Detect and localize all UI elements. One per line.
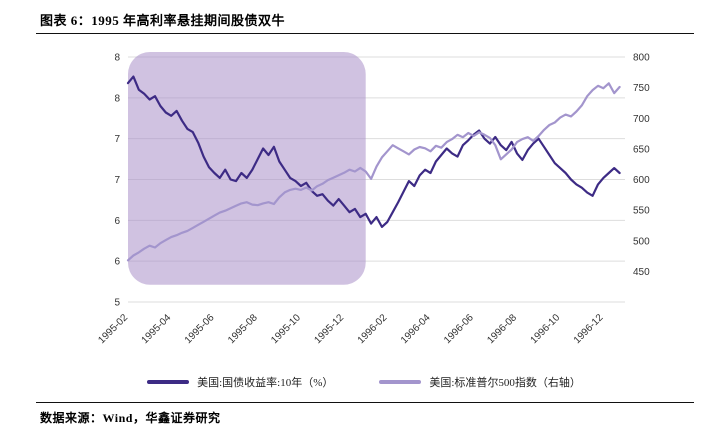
svg-text:750: 750 [633, 83, 650, 94]
svg-text:8: 8 [114, 53, 120, 64]
svg-text:7: 7 [114, 134, 120, 145]
svg-text:500: 500 [633, 236, 650, 247]
legend-label-treasury-yield: 美国:国债收益率:10年（%） [197, 377, 334, 389]
svg-text:7: 7 [114, 175, 120, 186]
svg-text:1996-02: 1996-02 [356, 312, 390, 346]
figure-title: 图表 6：1995 年高利率悬挂期间股债双牛 [40, 13, 286, 28]
legend-item-sp500: 美国:标准普尔500指数（右轴） [379, 374, 581, 390]
svg-text:8: 8 [114, 93, 120, 104]
svg-text:1995-12: 1995-12 [312, 312, 346, 346]
svg-text:6: 6 [114, 216, 120, 227]
footer-rule [36, 402, 694, 403]
svg-text:5: 5 [114, 298, 120, 309]
svg-text:1995-08: 1995-08 [226, 312, 260, 346]
svg-text:550: 550 [633, 206, 650, 217]
svg-text:600: 600 [633, 175, 650, 186]
svg-text:1996-10: 1996-10 [529, 312, 563, 346]
svg-text:1996-08: 1996-08 [485, 312, 519, 346]
svg-text:700: 700 [633, 114, 650, 125]
chart-legend: 美国:国债收益率:10年（%） 美国:标准普尔500指数（右轴） [0, 374, 728, 390]
svg-text:1995-10: 1995-10 [269, 312, 303, 346]
svg-text:1995-04: 1995-04 [140, 312, 174, 346]
svg-text:1995-06: 1995-06 [183, 312, 217, 346]
data-source: 数据来源：Wind，华鑫证券研究 [40, 411, 221, 425]
svg-text:1996-12: 1996-12 [572, 312, 606, 346]
dual-axis-line-chart: 8 8 7 7 6 6 5 800 750 700 650 600 550 500 450 1995-02 19… [96, 52, 650, 346]
svg-text:1996-04: 1996-04 [399, 312, 433, 346]
legend-label-sp500: 美国:标准普尔500指数（右轴） [429, 377, 581, 389]
svg-text:450: 450 [633, 267, 650, 278]
sp500-line-swatch [379, 380, 422, 384]
title-rule [36, 33, 694, 34]
svg-text:6: 6 [114, 257, 120, 268]
treasury-yield-line-swatch [147, 380, 190, 384]
svg-text:1995-02: 1995-02 [96, 312, 130, 346]
legend-item-treasury-yield: 美国:国债收益率:10年（%） [147, 374, 333, 390]
svg-text:800: 800 [633, 53, 650, 64]
svg-text:650: 650 [633, 144, 650, 155]
svg-text:1996-06: 1996-06 [442, 312, 476, 346]
